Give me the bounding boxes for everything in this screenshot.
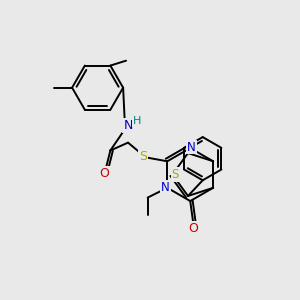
Text: O: O: [100, 167, 110, 180]
Text: H: H: [133, 116, 141, 126]
Text: S: S: [172, 168, 179, 181]
Text: S: S: [139, 150, 147, 163]
Text: N: N: [161, 181, 170, 194]
Text: O: O: [188, 222, 198, 235]
Text: N: N: [187, 141, 196, 154]
Text: N: N: [123, 119, 133, 133]
